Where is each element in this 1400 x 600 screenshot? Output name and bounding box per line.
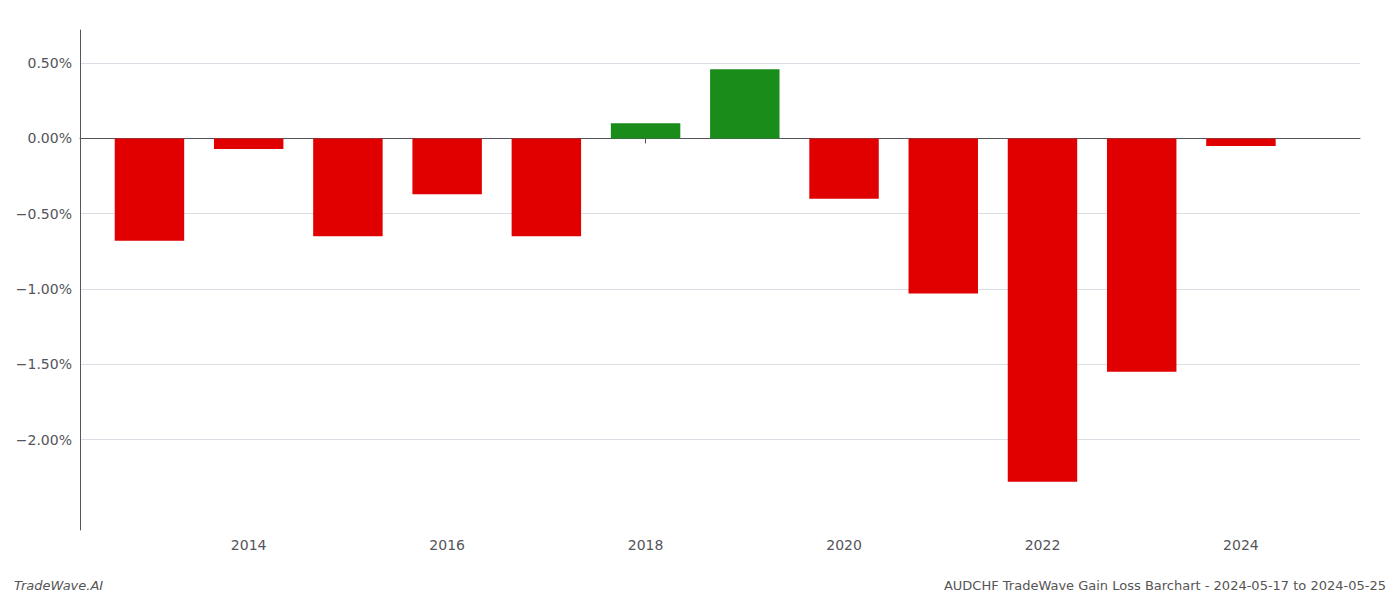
svg-text:−2.00%: −2.00% <box>16 432 72 448</box>
svg-text:2018: 2018 <box>628 537 664 553</box>
svg-text:−0.50%: −0.50% <box>16 206 72 222</box>
svg-text:AUDCHF TradeWave Gain Loss Bar: AUDCHF TradeWave Gain Loss Barchart - 20… <box>944 578 1386 593</box>
svg-text:−1.00%: −1.00% <box>16 281 72 297</box>
svg-text:2020: 2020 <box>826 537 862 553</box>
svg-text:2014: 2014 <box>231 537 267 553</box>
svg-text:−1.50%: −1.50% <box>16 356 72 372</box>
svg-text:0.00%: 0.00% <box>28 130 72 146</box>
svg-text:2022: 2022 <box>1025 537 1061 553</box>
svg-text:0.50%: 0.50% <box>28 55 72 71</box>
svg-text:2016: 2016 <box>429 537 465 553</box>
svg-text:2024: 2024 <box>1223 537 1259 553</box>
svg-text:TradeWave.AI: TradeWave.AI <box>14 578 103 593</box>
